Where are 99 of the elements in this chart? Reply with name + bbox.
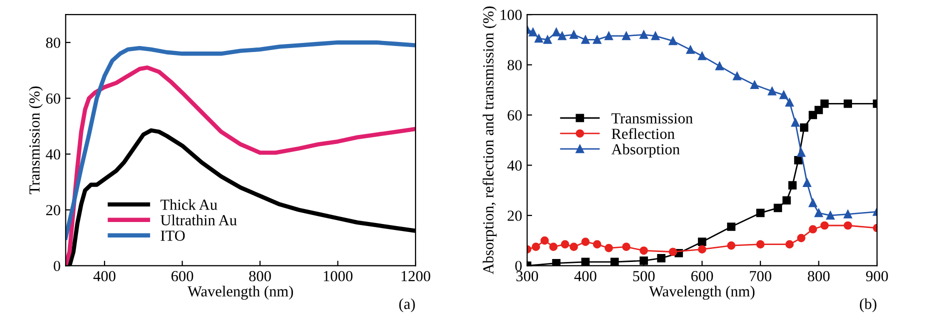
y-axis-title: Absorption, reflection and transmission (%) bbox=[482, 6, 497, 274]
point bbox=[528, 28, 538, 36]
point bbox=[532, 242, 540, 252]
point bbox=[549, 242, 558, 252]
point bbox=[592, 240, 602, 249]
y-tick-label: 80 bbox=[508, 60, 522, 70]
x-tick-label: 700 bbox=[750, 270, 772, 282]
x-tick-label: 800 bbox=[249, 270, 271, 282]
point bbox=[808, 225, 818, 234]
y-tick-label: 20 bbox=[508, 210, 522, 221]
point bbox=[791, 118, 800, 127]
point bbox=[715, 62, 724, 70]
x-tick-label: 500 bbox=[633, 270, 655, 282]
point bbox=[698, 52, 706, 60]
x-tick-label: 300 bbox=[516, 270, 538, 282]
y-tick-label: 0 bbox=[54, 260, 60, 272]
point bbox=[558, 32, 566, 40]
legend-label: ITO bbox=[160, 230, 185, 241]
point bbox=[581, 238, 590, 246]
point bbox=[570, 30, 578, 39]
line-series bbox=[66, 40, 416, 240]
y-tick-label: 60 bbox=[508, 110, 522, 120]
x-tick-label: 600 bbox=[691, 270, 713, 282]
point bbox=[768, 87, 776, 96]
point bbox=[756, 240, 765, 249]
point bbox=[774, 204, 782, 212]
point bbox=[560, 240, 570, 249]
point bbox=[797, 148, 806, 157]
point bbox=[698, 238, 706, 246]
point bbox=[844, 210, 852, 218]
point bbox=[808, 198, 818, 208]
point bbox=[732, 72, 742, 80]
point bbox=[622, 32, 630, 40]
point bbox=[802, 178, 812, 187]
x-tick-label: 600 bbox=[171, 270, 194, 282]
point bbox=[552, 259, 560, 266]
point bbox=[686, 46, 695, 54]
point bbox=[581, 36, 590, 44]
point bbox=[543, 36, 552, 44]
point bbox=[552, 28, 560, 36]
point bbox=[540, 236, 549, 245]
y-tick-label: 40 bbox=[46, 149, 60, 160]
point bbox=[592, 36, 602, 44]
y-tick-label: 100 bbox=[500, 10, 522, 20]
legend-label: Thick Au bbox=[160, 199, 218, 210]
x-tick-label: 800 bbox=[808, 270, 830, 282]
point bbox=[604, 244, 613, 252]
point bbox=[622, 242, 630, 252]
text: (b) bbox=[860, 298, 876, 312]
point bbox=[640, 256, 648, 265]
x-tick-label: 400 bbox=[574, 270, 596, 282]
point bbox=[794, 156, 802, 164]
point bbox=[844, 221, 852, 230]
point bbox=[756, 208, 765, 218]
x-axis-title: Wavelength (nm) bbox=[649, 286, 754, 300]
legend-label: Absorption bbox=[611, 144, 680, 158]
point bbox=[782, 196, 791, 205]
point bbox=[785, 240, 794, 249]
point bbox=[610, 258, 619, 266]
x-tick-label: 400 bbox=[93, 270, 116, 282]
legend-label: Reflection bbox=[612, 128, 675, 139]
point bbox=[668, 248, 678, 256]
y-tick-label: 0 bbox=[515, 260, 522, 272]
point bbox=[820, 221, 829, 230]
y-tick-label: 80 bbox=[46, 38, 60, 48]
point bbox=[814, 208, 823, 218]
y-axis-title: Transmission (%) bbox=[28, 86, 43, 194]
point bbox=[780, 90, 788, 100]
x-axis-title: Wavelength (nm) bbox=[188, 286, 293, 300]
point bbox=[800, 123, 808, 132]
legend-label: Transmission bbox=[612, 113, 693, 124]
y-tick-label: 40 bbox=[507, 160, 522, 171]
point bbox=[657, 254, 666, 262]
point bbox=[727, 222, 736, 231]
point bbox=[797, 234, 806, 242]
point bbox=[640, 30, 648, 39]
point bbox=[604, 32, 613, 40]
point bbox=[640, 246, 648, 255]
point bbox=[750, 80, 759, 90]
legend-label: Ultrathin Au bbox=[160, 214, 237, 226]
point bbox=[651, 32, 660, 40]
point bbox=[727, 241, 736, 250]
point bbox=[844, 100, 852, 108]
x-tick-label: 1000 bbox=[324, 270, 352, 282]
point bbox=[814, 106, 823, 114]
point bbox=[698, 245, 706, 254]
point bbox=[788, 181, 797, 190]
x-tick-label: 1200 bbox=[402, 270, 430, 282]
point bbox=[826, 211, 835, 220]
point bbox=[570, 242, 578, 252]
point bbox=[820, 100, 829, 108]
y-tick-label: 20 bbox=[46, 205, 60, 216]
point bbox=[581, 258, 590, 266]
text: (a) bbox=[399, 298, 415, 312]
x-tick-label: 900 bbox=[866, 270, 888, 282]
y-tick-label: 60 bbox=[46, 93, 60, 104]
point bbox=[785, 98, 794, 107]
point bbox=[534, 34, 543, 43]
point bbox=[668, 36, 678, 46]
